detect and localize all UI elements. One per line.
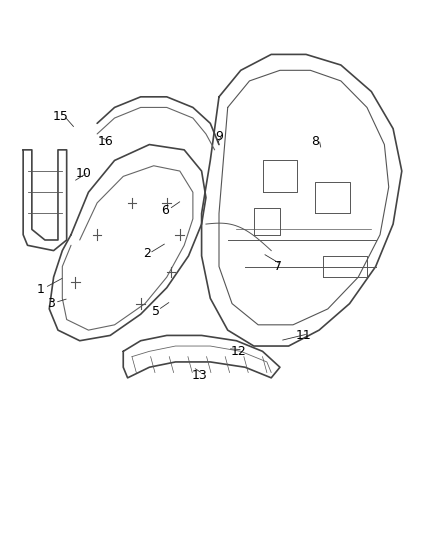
- Text: 8: 8: [311, 135, 319, 148]
- Text: 2: 2: [143, 247, 151, 260]
- Text: 11: 11: [296, 329, 312, 342]
- Text: 7: 7: [274, 260, 282, 273]
- Text: 3: 3: [47, 297, 55, 310]
- Text: 12: 12: [231, 345, 247, 358]
- Text: 9: 9: [215, 130, 223, 143]
- Text: 1: 1: [37, 283, 45, 296]
- Text: 6: 6: [161, 204, 169, 217]
- Text: 10: 10: [76, 167, 92, 180]
- Text: 5: 5: [152, 305, 160, 318]
- Text: 15: 15: [52, 110, 68, 124]
- Text: 16: 16: [98, 135, 114, 148]
- Text: 13: 13: [191, 369, 207, 382]
